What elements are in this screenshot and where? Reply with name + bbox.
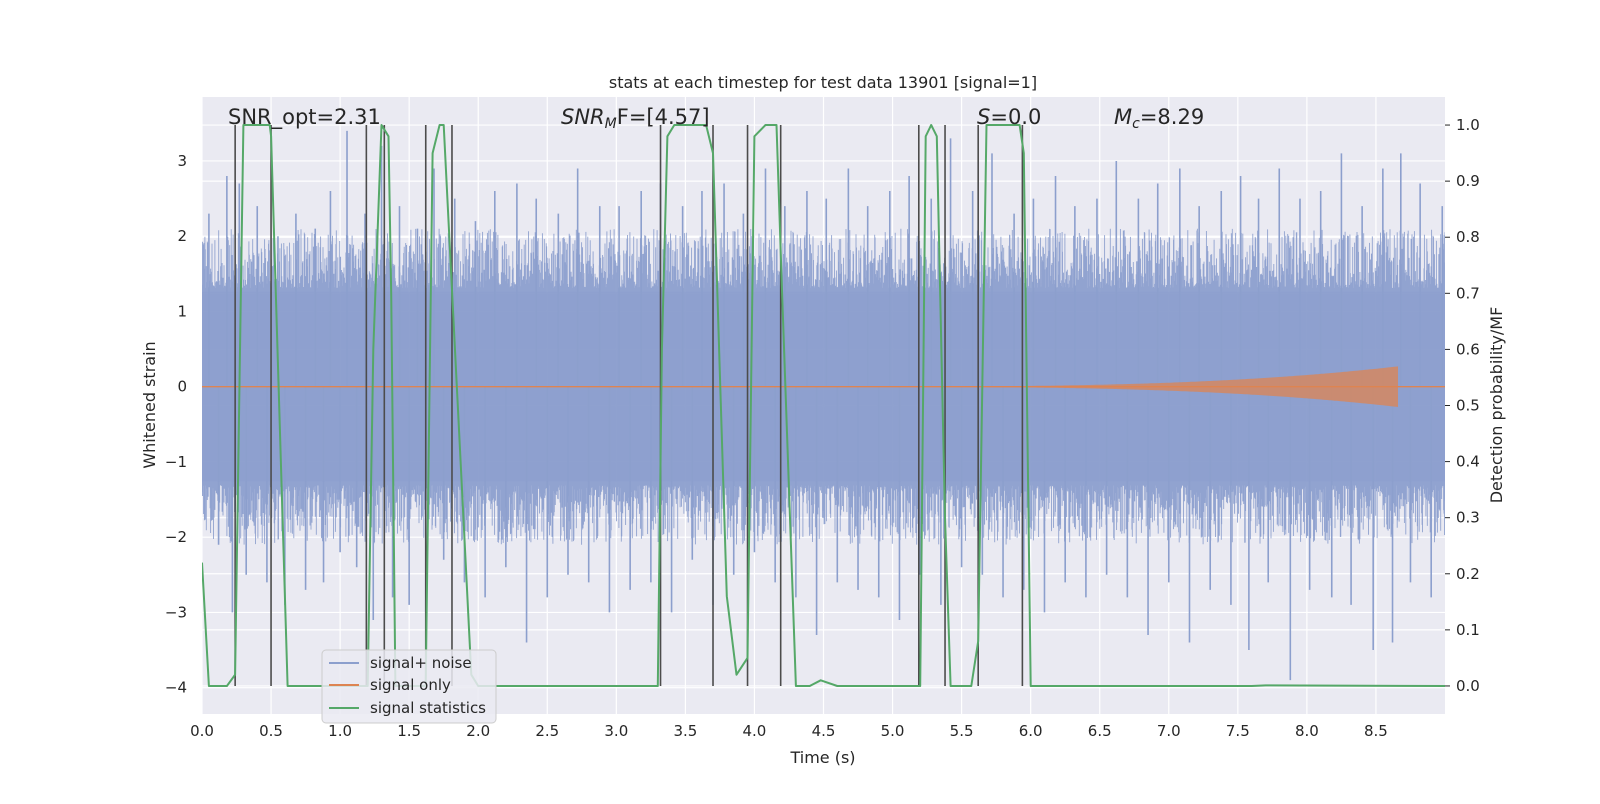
y-tick-label: 2 bbox=[177, 227, 187, 245]
x-axis-ticks: 0.0 0.5 1.0 1.5 2.0 2.5 3.0 3.5 4.0 4.5 5.0 5.5 6.0 6… bbox=[190, 722, 1388, 740]
x-tick-label: 5.0 bbox=[881, 722, 905, 740]
x-tick-label: 5.5 bbox=[950, 722, 974, 740]
chart-title: stats at each timestep for test data 139… bbox=[609, 73, 1037, 92]
x-tick-label: 4.0 bbox=[743, 722, 767, 740]
x-tick-label: 3.0 bbox=[604, 722, 628, 740]
x-tick-label: 1.5 bbox=[397, 722, 421, 740]
x-axis-label: Time (s) bbox=[789, 748, 855, 767]
signal-only-series bbox=[202, 366, 1445, 407]
annotation-snr-mf: SNRMF=[4.57] bbox=[561, 105, 710, 132]
x-tick-label: 2.5 bbox=[535, 722, 559, 740]
y2-tick-label: 0.0 bbox=[1456, 677, 1480, 695]
y-axis-ticks: 3 2 1 0 −1 −2 −3 −4 bbox=[165, 152, 187, 697]
threshold-markers bbox=[234, 125, 1024, 686]
y2-tick-label: 0.1 bbox=[1456, 621, 1480, 639]
y-axis-label: Whitened strain bbox=[140, 341, 159, 468]
y2-tick-label: 0.5 bbox=[1456, 397, 1480, 415]
x-tick-label: 0.5 bbox=[259, 722, 283, 740]
x-tick-label: 2.0 bbox=[466, 722, 490, 740]
annotation-s: S=0.0 bbox=[977, 105, 1041, 129]
y-tick-label: 0 bbox=[177, 378, 187, 396]
y2-tick-label: 0.4 bbox=[1456, 453, 1480, 471]
y-tick-label: 1 bbox=[177, 302, 187, 320]
y2-tick-label: 0.8 bbox=[1456, 228, 1480, 246]
y2-axis-ticks: 1.0 0.9 0.8 0.7 0.6 0.5 0.4 0.3 0.2 0.1 0.0 bbox=[1445, 116, 1480, 695]
legend-box bbox=[321, 649, 497, 724]
y2-tick-label: 0.3 bbox=[1456, 509, 1480, 527]
y2-tick-label: 0.2 bbox=[1456, 565, 1480, 583]
y-tick-label: −1 bbox=[165, 453, 187, 471]
y-tick-label: −4 bbox=[165, 679, 187, 697]
x-tick-label: 4.5 bbox=[812, 722, 836, 740]
annotation-snr-opt: SNR_opt=2.31 bbox=[228, 105, 381, 130]
x-tick-label: 7.5 bbox=[1226, 722, 1250, 740]
y2-tick-label: 0.6 bbox=[1456, 340, 1480, 358]
signal-statistics-series bbox=[202, 124, 1445, 687]
y2-tick-label: 0.7 bbox=[1456, 284, 1480, 302]
x-tick-label: 6.5 bbox=[1088, 722, 1112, 740]
y2-axis-label: Detection probability/MF bbox=[1487, 307, 1506, 504]
x-tick-label: 8.5 bbox=[1364, 722, 1388, 740]
legend: signal+ noise signal only signal statist… bbox=[321, 649, 497, 724]
y-tick-label: 3 bbox=[177, 152, 187, 170]
legend-label-noise: signal+ noise bbox=[370, 654, 472, 672]
x-tick-label: 0.0 bbox=[190, 722, 214, 740]
x-tick-label: 8.0 bbox=[1295, 722, 1319, 740]
x-tick-label: 7.0 bbox=[1157, 722, 1181, 740]
statistics-line bbox=[202, 124, 1445, 687]
x-tick-label: 6.0 bbox=[1019, 722, 1043, 740]
signal-chirp bbox=[823, 366, 1398, 407]
y2-tick-label: 1.0 bbox=[1456, 116, 1480, 134]
x-tick-label: 1.0 bbox=[328, 722, 352, 740]
legend-label-stats: signal statistics bbox=[370, 699, 486, 717]
y-tick-label: −2 bbox=[165, 528, 187, 546]
x-tick-label: 3.5 bbox=[673, 722, 697, 740]
legend-label-signal: signal only bbox=[370, 676, 451, 694]
y-tick-label: −3 bbox=[165, 603, 187, 621]
y2-tick-label: 0.9 bbox=[1456, 172, 1480, 190]
annotation-mc: Mc=8.29 bbox=[1114, 105, 1204, 132]
